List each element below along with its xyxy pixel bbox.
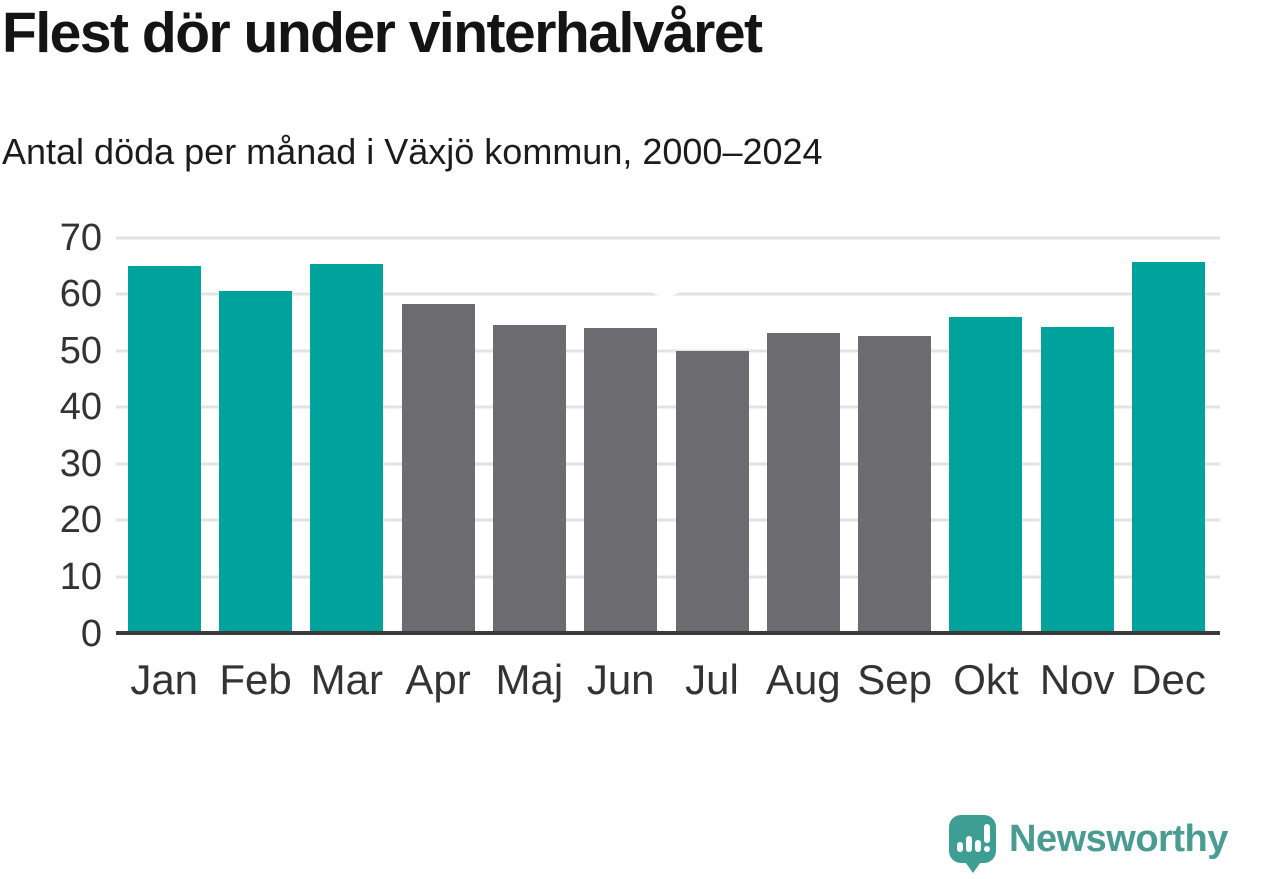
chart-title: Flest dör under vinterhalvåret bbox=[2, 1, 763, 65]
y-tick-label: 50 bbox=[59, 329, 102, 372]
x-tick-label: Jul bbox=[685, 656, 739, 703]
logo-bar-icon bbox=[957, 842, 963, 852]
bar-apr bbox=[401, 303, 475, 632]
bar-dec bbox=[1132, 262, 1205, 632]
gridline bbox=[116, 405, 1220, 409]
bar-okt bbox=[949, 317, 1023, 632]
gridline bbox=[116, 349, 1220, 353]
bar-jan bbox=[127, 265, 201, 632]
bar-mar bbox=[310, 263, 384, 632]
bar-jul bbox=[675, 351, 749, 632]
exclamation-dot-icon bbox=[984, 846, 990, 852]
bar-sep bbox=[858, 336, 932, 632]
y-tick-label: 60 bbox=[59, 273, 102, 316]
bar-jun bbox=[584, 328, 658, 632]
bar-nov bbox=[1040, 326, 1114, 632]
logo-text: Newsworthy bbox=[1009, 817, 1228, 860]
logo-bar-icon bbox=[975, 840, 981, 852]
newsworthy-chart-bubble-icon bbox=[949, 815, 996, 873]
y-tick-label: 30 bbox=[59, 442, 102, 485]
x-tick-label: Jun bbox=[586, 656, 655, 703]
x-tick-label: Apr bbox=[405, 656, 471, 703]
gridline bbox=[116, 575, 1220, 579]
logo-bar-icon bbox=[966, 836, 972, 852]
x-axis-line bbox=[116, 631, 1220, 635]
newsworthy-logo: Newsworthy bbox=[949, 815, 1228, 873]
gridline bbox=[116, 518, 1220, 522]
exclamation-icon bbox=[984, 824, 990, 843]
x-tick-label: Aug bbox=[765, 656, 841, 703]
bar-feb bbox=[219, 290, 292, 632]
bar-aug bbox=[766, 333, 840, 632]
bar-maj bbox=[492, 325, 566, 632]
x-tick-label: Okt bbox=[953, 656, 1019, 703]
x-tick-label: Dec bbox=[1131, 656, 1206, 703]
y-tick-label: 40 bbox=[59, 386, 102, 429]
y-tick-label: 0 bbox=[80, 612, 102, 655]
x-tick-label: Mar bbox=[310, 656, 383, 703]
gridline-gap-artifact bbox=[651, 284, 680, 296]
y-tick-label: 20 bbox=[59, 499, 102, 542]
x-tick-label: Sep bbox=[857, 656, 932, 703]
x-tick-label: Jan bbox=[130, 656, 199, 703]
x-tick-label: Maj bbox=[495, 656, 564, 703]
y-tick-label: 70 bbox=[59, 216, 102, 259]
chart-subtitle: Antal döda per månad i Växjö kommun, 200… bbox=[2, 131, 823, 172]
x-tick-label: Feb bbox=[219, 656, 292, 703]
gridline bbox=[116, 462, 1220, 466]
y-tick-label: 10 bbox=[59, 555, 102, 598]
x-tick-label: Nov bbox=[1039, 656, 1115, 703]
speech-bubble-tail bbox=[963, 859, 983, 873]
gridline bbox=[116, 236, 1220, 239]
